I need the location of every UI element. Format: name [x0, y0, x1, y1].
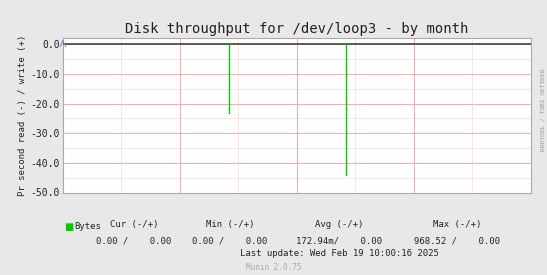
Text: Bytes: Bytes: [74, 222, 101, 231]
Y-axis label: Pr second read (-) / write (+): Pr second read (-) / write (+): [18, 35, 27, 196]
Text: Avg (-/+): Avg (-/+): [315, 220, 363, 229]
Text: Min (-/+): Min (-/+): [206, 220, 254, 229]
Text: ■: ■: [65, 222, 74, 232]
Text: Munin 2.0.75: Munin 2.0.75: [246, 263, 301, 272]
Text: Cur (-/+): Cur (-/+): [110, 220, 158, 229]
Text: RRDTOOL / TOBI OETIKER: RRDTOOL / TOBI OETIKER: [541, 69, 546, 151]
Text: 0.00 /    0.00: 0.00 / 0.00: [96, 236, 172, 245]
Text: 0.00 /    0.00: 0.00 / 0.00: [192, 236, 267, 245]
Text: Max (-/+): Max (-/+): [433, 220, 481, 229]
Text: 172.94m/    0.00: 172.94m/ 0.00: [296, 236, 382, 245]
Title: Disk throughput for /dev/loop3 - by month: Disk throughput for /dev/loop3 - by mont…: [125, 22, 468, 36]
Text: 968.52 /    0.00: 968.52 / 0.00: [414, 236, 500, 245]
Text: Last update: Wed Feb 19 10:00:16 2025: Last update: Wed Feb 19 10:00:16 2025: [240, 249, 439, 258]
